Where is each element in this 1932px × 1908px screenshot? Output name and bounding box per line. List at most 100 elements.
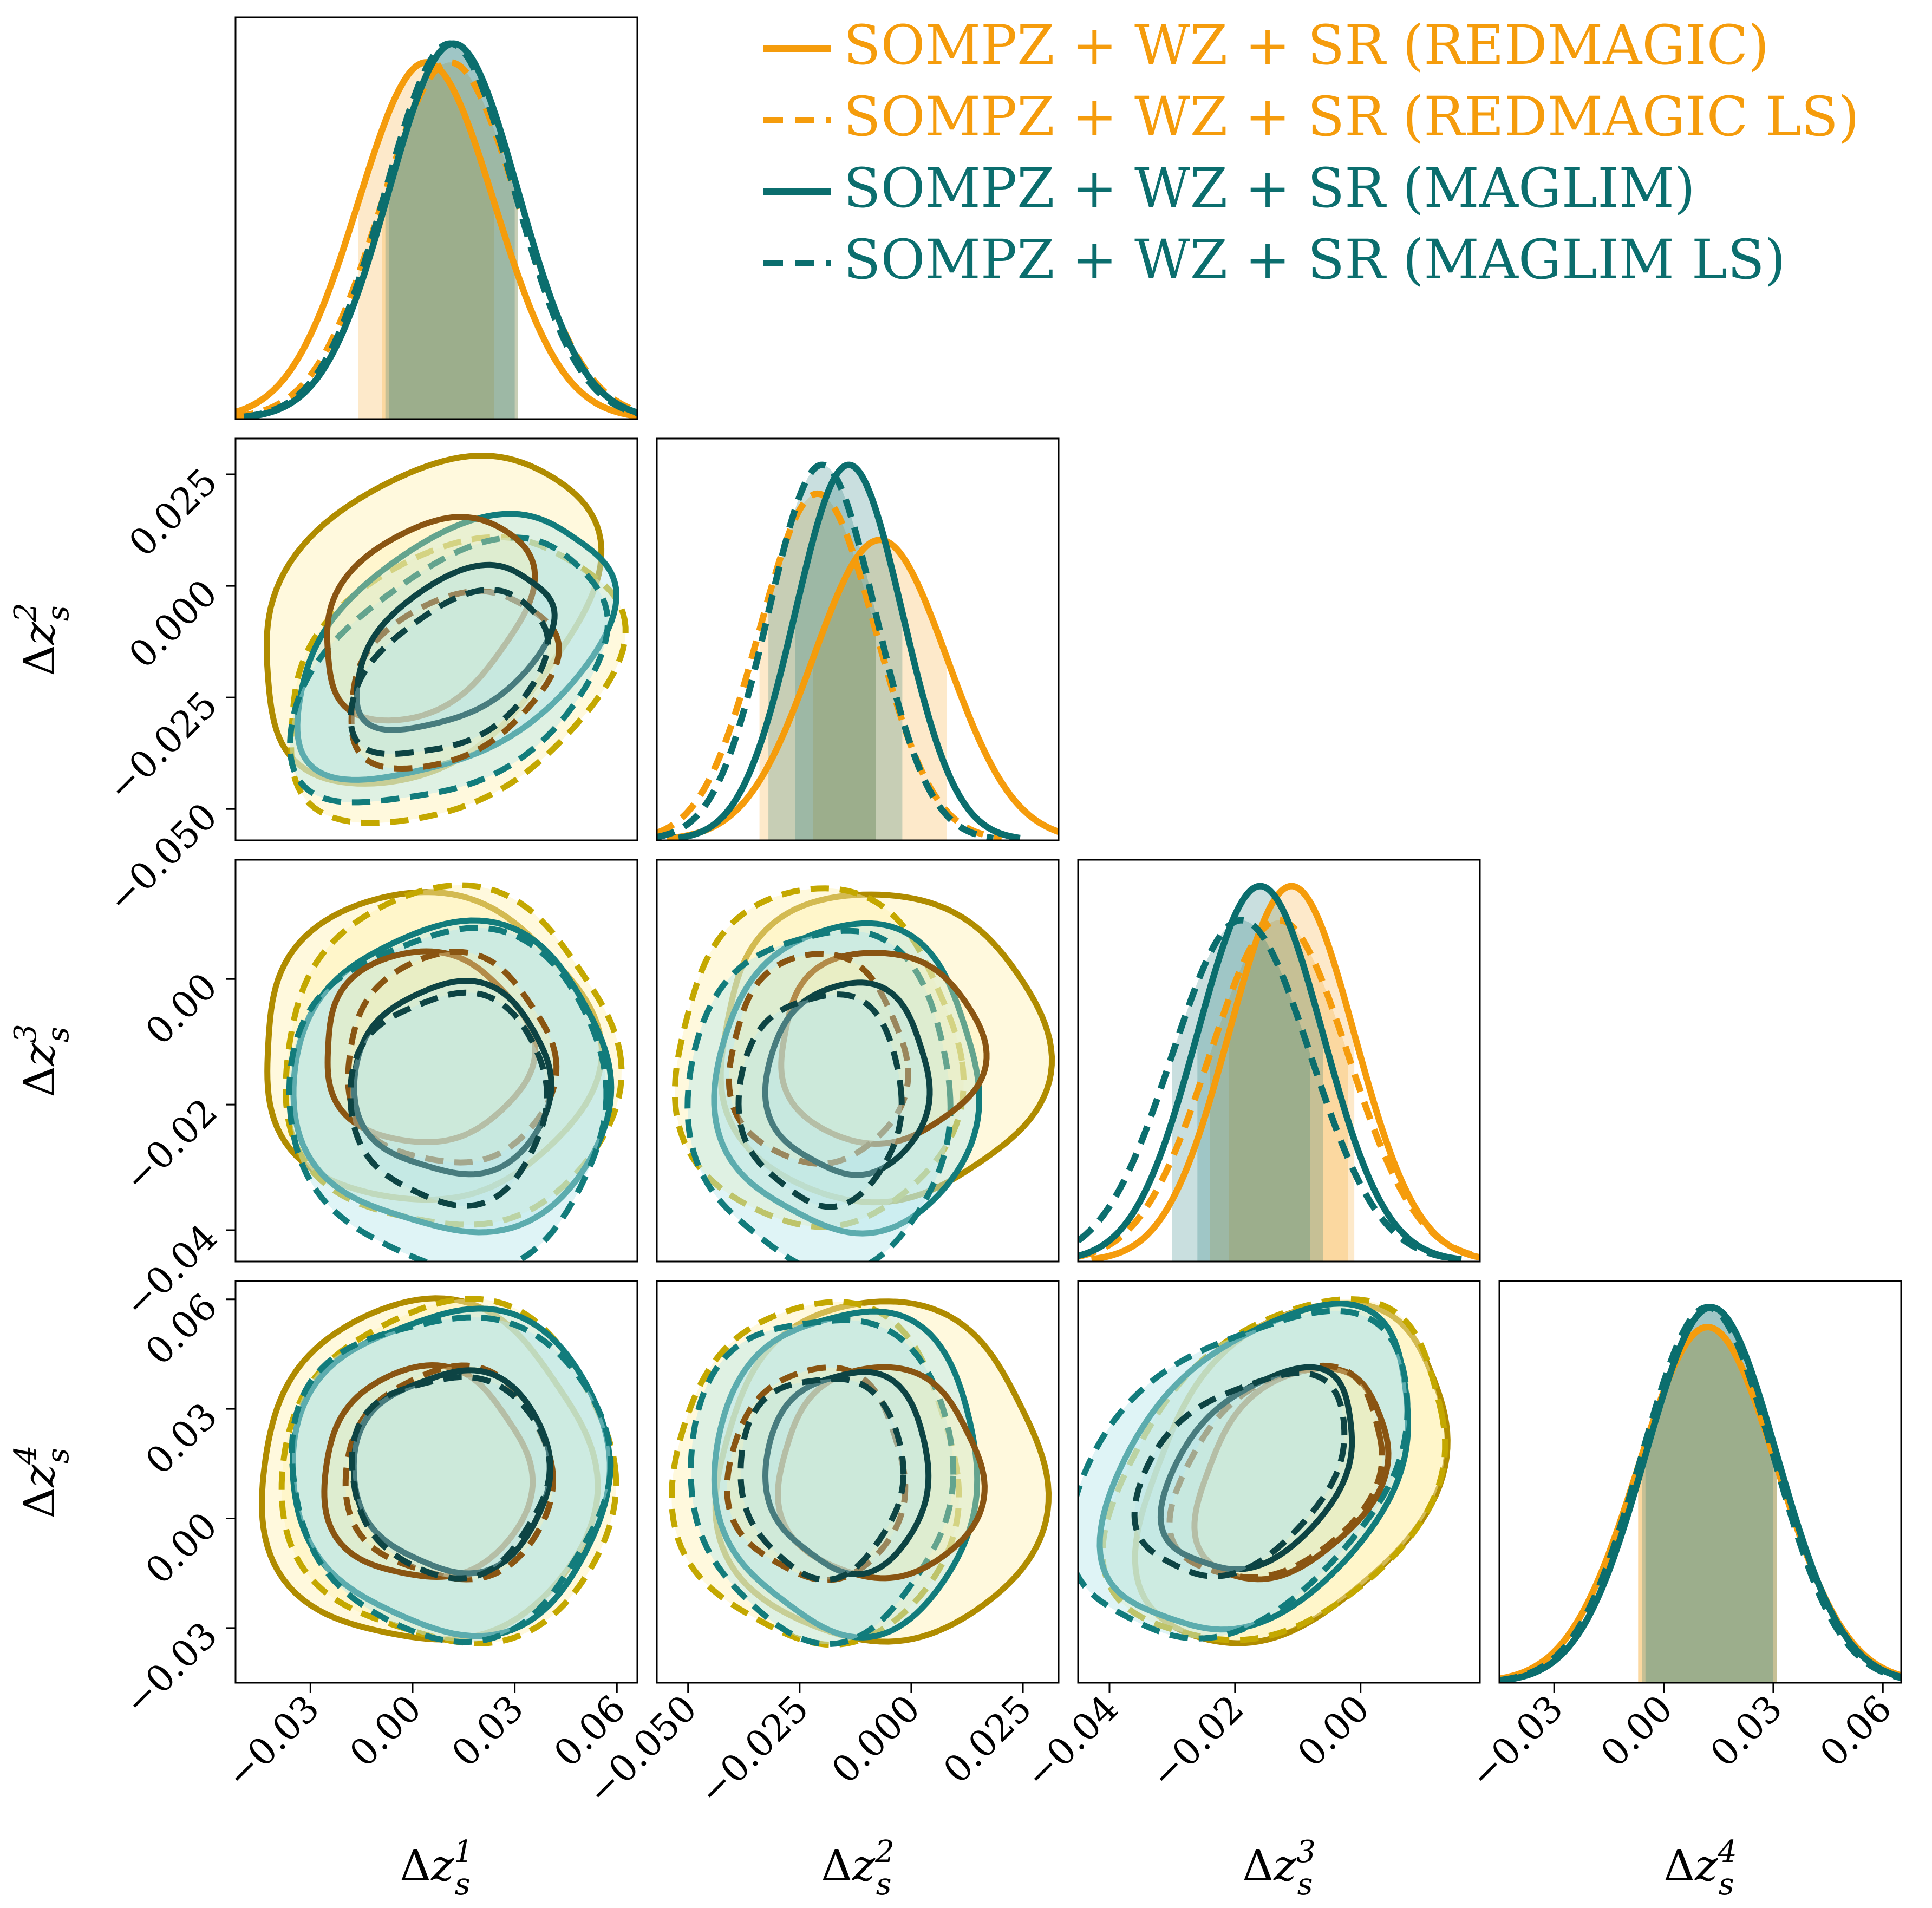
x-tick-label: 0.00: [1290, 1687, 1378, 1775]
band-68-s1-p2: [813, 540, 947, 840]
x-axis-label-3: Δz3 s: [1242, 1834, 1316, 1902]
x-tick-label: −0.02: [1143, 1687, 1252, 1797]
panel-frame: [234, 1280, 638, 1684]
band-68-s1-p1: [358, 62, 494, 419]
band-68-s3-p2: [795, 465, 903, 840]
y-tick-label: 0.03: [138, 1395, 226, 1483]
legend-entry-4: SOMPZ + WZ + SR (MAGLIM LS): [763, 228, 1786, 291]
legend-label-2: SOMPZ + WZ + SR (REDMAGIC LS): [844, 85, 1859, 148]
pdf-curve-s4-p3: [1078, 917, 1462, 1262]
panel-frame: [1077, 1280, 1481, 1684]
y-axis-label-3: Δz3s: [8, 1024, 76, 1097]
pdf-curve-s3-p2: [678, 461, 1021, 840]
pdf-curve-s4-p1: [243, 40, 637, 419]
panel-frame: [234, 437, 638, 841]
pdf-curve-s2-p3: [1078, 917, 1480, 1260]
panel-frame: [1498, 1280, 1902, 1684]
y-tick-label: −0.02: [116, 1090, 226, 1200]
band-68-s3-p3: [1197, 886, 1323, 1262]
contour-68-s4-p1-3: [347, 989, 550, 1209]
x-tick-label: 0.00: [1593, 1687, 1681, 1775]
y-axis-label-2: Δz2s: [8, 603, 76, 676]
y-tick-label: −0.050: [99, 795, 226, 922]
legend-label-1: SOMPZ + WZ + SR (REDMAGIC): [844, 14, 1769, 77]
legend-entry-2: SOMPZ + WZ + SR (REDMAGIC LS): [763, 85, 1859, 148]
y-tick-label: −0.025: [99, 683, 226, 810]
contour-95-s3-p1-3: [290, 917, 615, 1236]
pdf-curve-s4-p4: [1499, 1304, 1901, 1683]
band-68-s2-p1: [382, 62, 518, 419]
panel-2-2: [656, 437, 1060, 841]
contour-68-s1-p3-4: [1191, 1365, 1392, 1583]
x-tick-label: 0.03: [444, 1687, 532, 1775]
panel-frame: [656, 1280, 1060, 1684]
y-tick-label: −0.03: [116, 1614, 226, 1724]
legend-entry-1: SOMPZ + WZ + SR (REDMAGIC): [763, 14, 1769, 77]
contour-68-s1-p2-3: [778, 950, 990, 1147]
contour-95-s2-p1-4: [278, 1296, 619, 1646]
x-tick-label: 0.025: [936, 1687, 1041, 1792]
y-tick-label: 0.00: [138, 1505, 226, 1593]
contour-68-s2-p2-4: [724, 1364, 909, 1584]
contour-68-s2-p2-3: [726, 950, 911, 1167]
contour-68-s1-p1-4: [321, 1362, 536, 1580]
panel-4-4: −0.03 0.00 0.03 0.06 Δz4 s: [1461, 1280, 1902, 1902]
contour-68-s2-p3-4: [1166, 1362, 1385, 1580]
contour-68-s4-p3-4: [1131, 1370, 1348, 1579]
contour-68-s1-p1-3: [324, 948, 538, 1146]
pdf-curve-s3-p3: [1078, 883, 1460, 1262]
contour-68-s3-p1-3: [351, 977, 554, 1178]
band-68-s2-p4: [1638, 1327, 1777, 1683]
band-68-s4-p4: [1642, 1307, 1773, 1683]
panel-1-1: [234, 16, 638, 420]
x-axis-label-4: Δz4 s: [1663, 1834, 1737, 1902]
contour-68-s1-p2-4: [775, 1364, 988, 1582]
contour-68-s4-p1-2: [348, 586, 551, 757]
contour-68-s3-p2-4: [762, 1369, 932, 1578]
panel-frame: [234, 16, 638, 420]
x-tick-label: −0.025: [690, 1687, 817, 1814]
contour-68-s4-p2-4: [737, 1376, 907, 1583]
band-68-s3-p4: [1645, 1307, 1777, 1683]
contour-95-s1-p2-4: [712, 1298, 1052, 1645]
x-tick-label: 0.06: [1812, 1687, 1900, 1775]
x-tick-label: 0.00: [342, 1687, 430, 1775]
panel-3-2: [656, 859, 1060, 1263]
y-tick-label: 0.00: [138, 965, 226, 1053]
band-68-s4-p1: [385, 43, 515, 419]
legend-label-3: SOMPZ + WZ + SR (MAGLIM): [844, 156, 1695, 220]
panel-frame: [1077, 859, 1481, 1263]
y-tick-label: 0.000: [121, 572, 226, 677]
panel-frame: [656, 859, 1060, 1263]
contour-68-s4-p1-4: [349, 1374, 553, 1582]
y-axis-label-4: Δz4s: [8, 1445, 76, 1519]
legend-entry-3: SOMPZ + WZ + SR (MAGLIM): [763, 156, 1695, 220]
panel-frame: [234, 859, 638, 1263]
contour-68-s3-p3-4: [1157, 1364, 1355, 1573]
x-tick-label: 0.000: [824, 1687, 929, 1792]
legend-label-4: SOMPZ + WZ + SR (MAGLIM LS): [844, 228, 1786, 291]
contour-68-s2-p1-4: [342, 1362, 556, 1583]
legend: SOMPZ + WZ + SR (REDMAGIC) SOMPZ + WZ + S…: [763, 14, 1859, 291]
panel-frame: [656, 437, 1060, 841]
x-tick-label: −0.04: [1017, 1687, 1127, 1797]
panel-4-3: −0.04 −0.02 0.00 Δz3 s: [1017, 1280, 1481, 1902]
panel-3-3: [1077, 859, 1481, 1263]
band-68-s1-p4: [1638, 1327, 1777, 1683]
x-tick-label: −0.03: [218, 1687, 328, 1797]
pdf-curve-s4-p2: [657, 461, 994, 840]
contour-95-s4-p1-4: [289, 1314, 614, 1645]
band-68-s3-p1: [389, 43, 518, 419]
band-68-s4-p2: [768, 465, 876, 840]
pdf-curve-s1-p2: [666, 537, 1059, 840]
x-tick-label: 0.03: [1702, 1687, 1791, 1775]
contour-95-s4-p3-4: [1078, 1308, 1411, 1642]
y-tick-label: 0.025: [121, 460, 226, 565]
x-tick-label: −0.03: [1461, 1687, 1571, 1797]
contour-95-s4-p2-3: [684, 927, 954, 1262]
